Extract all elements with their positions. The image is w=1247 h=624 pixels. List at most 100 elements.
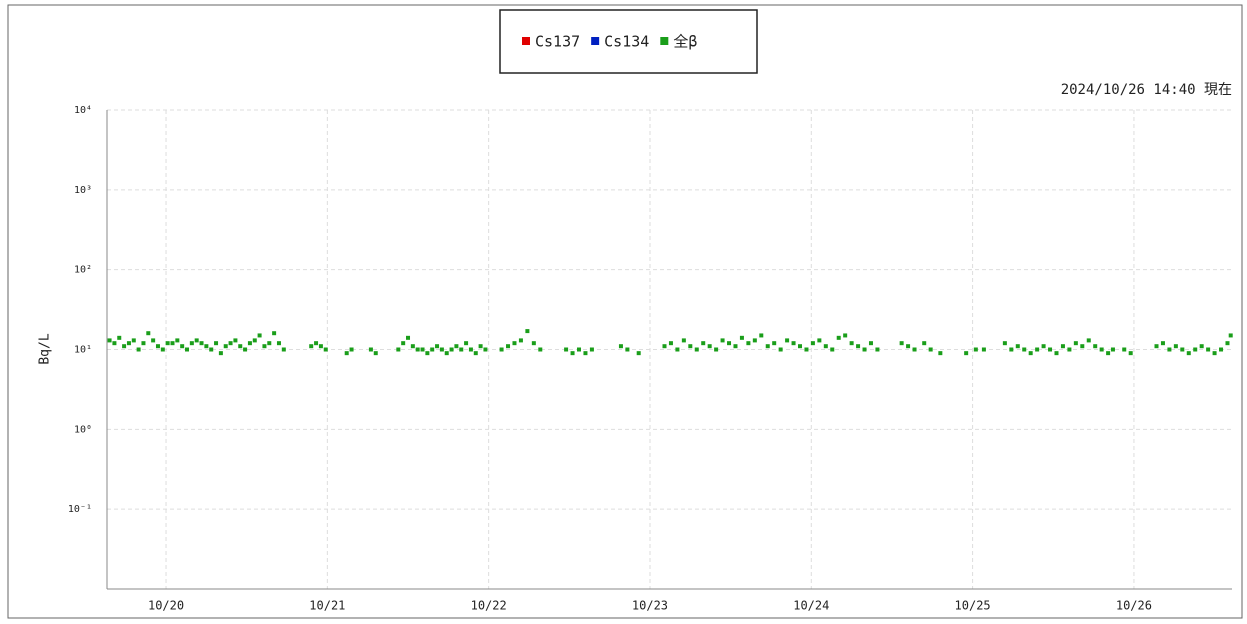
- point: [1028, 351, 1033, 356]
- point: [506, 344, 511, 349]
- point: [752, 338, 757, 343]
- point: [525, 329, 530, 334]
- point: [1110, 347, 1115, 352]
- point: [1212, 351, 1217, 356]
- point: [1067, 347, 1072, 352]
- point: [314, 341, 319, 346]
- point: [126, 341, 131, 346]
- point: [675, 347, 680, 352]
- x-tick-label: 10/20: [148, 599, 184, 613]
- point: [798, 344, 803, 349]
- point: [478, 344, 483, 349]
- point: [204, 344, 209, 349]
- point: [928, 347, 933, 352]
- point: [564, 347, 569, 352]
- point: [1225, 341, 1230, 346]
- legend-box: [499, 9, 758, 74]
- point: [252, 338, 257, 343]
- point: [439, 347, 444, 352]
- point: [170, 341, 175, 346]
- x-tick-label: 10/22: [471, 599, 507, 613]
- point: [368, 347, 373, 352]
- point: [1106, 351, 1111, 356]
- point: [1022, 347, 1027, 352]
- point: [938, 351, 943, 356]
- point: [1073, 341, 1078, 346]
- point: [218, 351, 223, 356]
- point: [625, 347, 630, 352]
- point: [344, 351, 349, 356]
- point: [701, 341, 706, 346]
- point: [309, 344, 314, 349]
- legend: Cs137 Cs134 全β: [522, 33, 697, 51]
- point: [1219, 347, 1224, 352]
- point: [720, 338, 725, 343]
- y-axis-label: Bq/L: [38, 333, 53, 364]
- x-tick-label: 10/21: [309, 599, 345, 613]
- point: [483, 347, 488, 352]
- point: [830, 347, 835, 352]
- point: [636, 351, 641, 356]
- point: [1167, 347, 1172, 352]
- point: [214, 341, 219, 346]
- point: [155, 344, 160, 349]
- point: [323, 347, 328, 352]
- point: [1180, 347, 1185, 352]
- point: [817, 338, 822, 343]
- point: [435, 344, 440, 349]
- point: [849, 341, 854, 346]
- point: [185, 347, 190, 352]
- point: [707, 344, 712, 349]
- point: [662, 344, 667, 349]
- point: [257, 333, 262, 338]
- point: [759, 333, 764, 338]
- point: [1041, 344, 1046, 349]
- y-tick-label: 10³: [74, 185, 92, 196]
- point: [981, 347, 986, 352]
- point: [778, 347, 783, 352]
- point: [131, 338, 136, 343]
- point: [765, 344, 770, 349]
- x-tick-label: 10/24: [793, 599, 829, 613]
- point: [531, 341, 536, 346]
- point: [318, 344, 323, 349]
- x-tick-label: 10/23: [632, 599, 668, 613]
- legend-label: Cs137: [535, 33, 580, 51]
- point: [875, 347, 880, 352]
- x-tick-label: 10/26: [1116, 599, 1152, 613]
- point: [107, 338, 112, 343]
- y-tick-label: 10⁻¹: [68, 504, 92, 515]
- point: [1193, 347, 1198, 352]
- point: [272, 331, 277, 336]
- point: [694, 347, 699, 352]
- point: [199, 341, 204, 346]
- point: [868, 341, 873, 346]
- point: [209, 347, 214, 352]
- y-tick-label: 10¹: [74, 345, 92, 356]
- point: [681, 338, 686, 343]
- annotation: 2024/10/26 14:40 現在: [1061, 82, 1232, 98]
- point: [688, 344, 693, 349]
- point: [906, 344, 911, 349]
- point: [823, 344, 828, 349]
- legend-swatch: [522, 37, 530, 45]
- point: [733, 344, 738, 349]
- point: [746, 341, 751, 346]
- point: [1122, 347, 1127, 352]
- legend-swatch: [660, 37, 669, 45]
- point: [276, 341, 281, 346]
- point: [444, 351, 449, 356]
- point: [912, 347, 917, 352]
- point: [538, 347, 543, 352]
- point: [714, 347, 719, 352]
- point: [1128, 351, 1133, 356]
- point: [146, 331, 151, 336]
- point: [499, 347, 504, 352]
- point: [856, 344, 861, 349]
- point: [410, 344, 415, 349]
- point: [468, 347, 473, 352]
- point: [151, 338, 156, 343]
- point: [791, 341, 796, 346]
- point: [1160, 341, 1165, 346]
